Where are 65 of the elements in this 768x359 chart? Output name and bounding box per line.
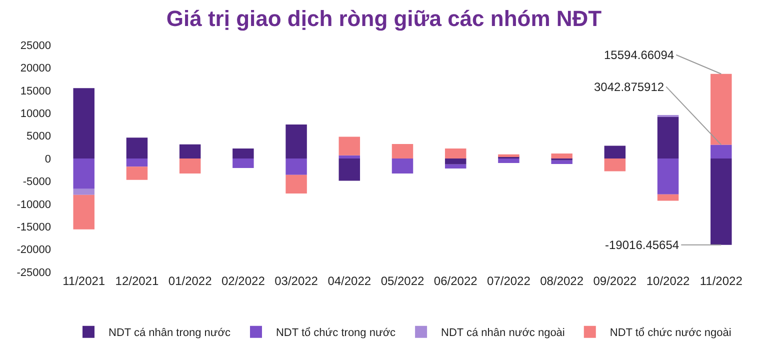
legend-label: NDT tổ chức nước ngoài xyxy=(610,327,732,340)
x-tick-label: 12/2021 xyxy=(115,274,159,288)
y-tick-label: -25000 xyxy=(16,266,51,279)
bar xyxy=(498,158,520,164)
y-tick-label: -10000 xyxy=(16,198,51,211)
chart-title: Giá trị giao dịch ròng giữa các nhóm NĐT xyxy=(166,6,602,32)
legend-label: NDT cá nhân nước ngoài xyxy=(441,327,565,340)
bar xyxy=(551,160,572,164)
x-tick-label: 05/2022 xyxy=(380,274,425,288)
bar xyxy=(232,148,254,158)
x-tick-label: 11/2021 xyxy=(62,274,106,288)
bar xyxy=(73,194,94,230)
x-tick-label: 06/2022 xyxy=(434,274,478,288)
x-tick-label: 07/2022 xyxy=(487,274,531,288)
data-label: 15594.66094 xyxy=(604,48,674,62)
y-tick-label: 20000 xyxy=(20,62,51,75)
x-tick-label: 09/2022 xyxy=(593,274,637,288)
bar xyxy=(73,188,94,195)
bar xyxy=(392,158,414,174)
y-tick-label: 25000 xyxy=(20,40,51,52)
y-tick-label: 10000 xyxy=(20,108,51,120)
bar xyxy=(73,158,94,189)
bar xyxy=(338,158,360,181)
bar xyxy=(604,146,626,158)
bar xyxy=(338,155,360,158)
bar xyxy=(444,158,466,164)
bar xyxy=(286,174,307,194)
bar xyxy=(179,144,201,158)
y-tick-label: 0 xyxy=(44,153,51,166)
data-label: 3042.875912 xyxy=(594,80,664,94)
x-tick-label: 10/2022 xyxy=(646,274,690,288)
bar xyxy=(126,158,148,167)
x-tick-label: 02/2022 xyxy=(221,274,266,288)
bar xyxy=(710,158,732,245)
y-tick-label: 15000 xyxy=(20,85,51,98)
bar xyxy=(126,166,148,180)
bar xyxy=(286,158,307,175)
bar xyxy=(710,74,732,145)
bar xyxy=(551,154,572,158)
bar xyxy=(126,138,148,158)
bar xyxy=(657,194,679,201)
y-tick-label: -15000 xyxy=(16,221,51,234)
x-tick-label: 08/2022 xyxy=(540,274,584,288)
bar xyxy=(444,148,466,158)
bar xyxy=(604,158,626,172)
bar xyxy=(444,164,466,168)
bar xyxy=(232,158,254,168)
bar xyxy=(710,144,732,158)
bar xyxy=(392,144,414,158)
bar xyxy=(179,158,201,174)
legend-label: NDT tổ chức trong nước xyxy=(276,327,396,340)
bar xyxy=(657,158,679,194)
bar xyxy=(73,88,94,158)
bar xyxy=(338,136,360,156)
y-tick-label: 5000 xyxy=(26,130,51,143)
x-tick-label: 03/2022 xyxy=(274,274,318,288)
x-tick-label: 01/2022 xyxy=(168,274,212,288)
data-label: -19016.45654 xyxy=(605,238,680,252)
y-tick-label: -5000 xyxy=(22,176,51,188)
x-tick-label: 11/2022 xyxy=(700,274,743,288)
bar xyxy=(657,116,679,158)
legend-label: NDT cá nhân trong nước xyxy=(108,327,231,340)
x-tick-label: 04/2022 xyxy=(328,274,372,288)
bar xyxy=(286,124,307,158)
y-tick-label: -20000 xyxy=(16,244,51,256)
